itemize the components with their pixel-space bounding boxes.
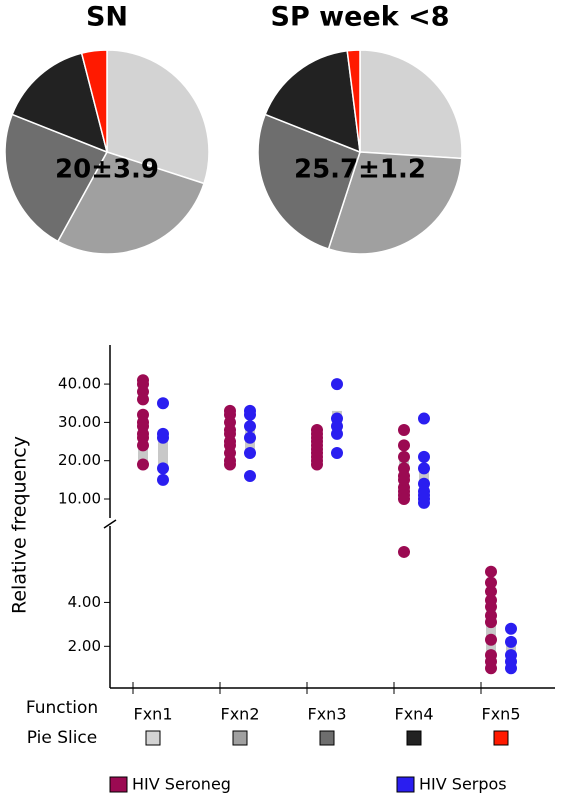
x-tick-label: Fxn2 [221,705,260,724]
legend-label: HIV Serpos [419,775,507,794]
x-tick-label: Fxn5 [482,705,521,724]
data-point [157,431,169,444]
y-tick-label: 20.00 [58,451,101,469]
data-point [485,585,497,598]
data-point [485,576,497,589]
y-tick-label: 40.00 [58,375,101,393]
y-axis-label: Relative frequency [9,436,31,614]
legend-label: HIV Seroneg [132,775,231,794]
pie-slice [257,113,361,250]
data-point [398,545,410,558]
pie-slice [359,49,463,160]
data-point [485,565,497,578]
pie-slice-key [319,730,335,746]
data-point [244,470,256,483]
row-label: Pie Slice [27,728,98,748]
data-point [137,393,149,406]
y-tick-label: 2.00 [68,637,101,655]
pie-slice [346,49,361,153]
legend-swatch [396,776,415,793]
data-point [331,427,343,440]
data-point [398,439,410,452]
data-point [418,462,430,475]
data-point [418,450,430,463]
pie-slice-key [406,730,422,746]
data-point [485,600,497,613]
data-point [485,616,497,629]
pie-annotation: 25.7±1.2 [294,155,426,185]
data-point [485,662,497,675]
data-point [505,622,517,635]
pie-slice [264,49,361,154]
data-point [418,496,430,509]
axis-break [103,519,117,529]
pie-title: SP week <8 [271,2,450,33]
data-point [157,397,169,410]
data-point [244,420,256,433]
pie-slice [56,151,205,255]
data-point [244,431,256,444]
pie-slice-key [145,730,161,746]
data-point [244,408,256,421]
data-point [331,378,343,391]
data-point [224,458,236,471]
pie-slice [80,49,108,153]
row-label: Function [26,698,98,718]
data-point [137,458,149,471]
data-point [311,458,323,471]
data-point [485,633,497,646]
data-point [331,447,343,460]
data-point [398,424,410,437]
pie-slice [4,113,109,243]
data-point [157,462,169,475]
pie-slice [106,49,210,185]
pie-slice [327,151,463,255]
range-bar [158,433,168,469]
data-point [505,635,517,648]
pie-slice-key [493,730,509,746]
data-point [398,493,410,506]
data-point [418,412,430,425]
data-point [398,450,410,463]
data-point [157,473,169,486]
data-point [244,447,256,460]
x-tick-label: Fxn1 [134,705,173,724]
data-point [137,439,149,452]
pie-slice [11,52,109,154]
pie-title: SN [86,2,128,33]
y-tick-label: 10.00 [58,490,101,508]
legend-swatch [109,776,128,793]
y-tick-label: 30.00 [58,413,101,431]
pie-slice-key [232,730,248,746]
y-tick-label: 4.00 [68,593,101,611]
pie-annotation: 20±3.9 [55,155,159,185]
x-tick-label: Fxn4 [395,705,434,724]
x-tick-label: Fxn3 [308,705,347,724]
data-point [505,662,517,675]
